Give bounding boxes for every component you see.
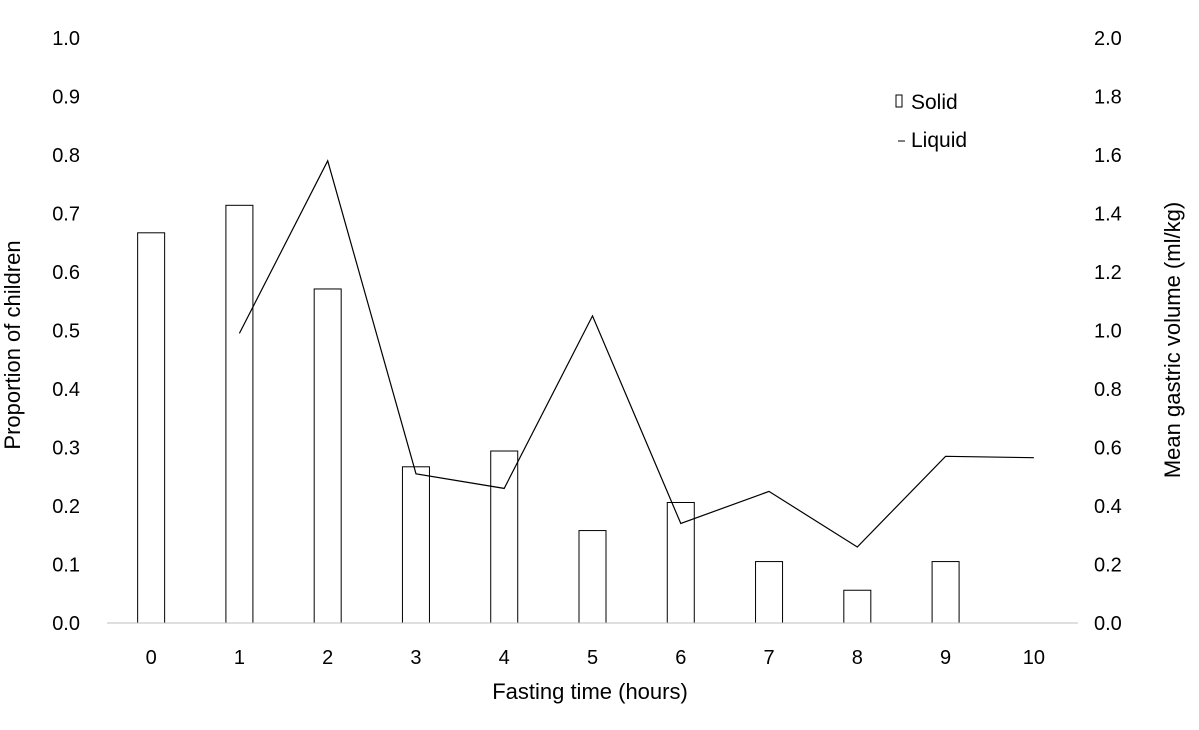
y-tick-label: 1.0 <box>52 28 80 50</box>
legend-label-liquid: Liquid <box>911 129 967 152</box>
y-tick-label: 0.7 <box>52 204 80 226</box>
y2-tick-label: 1.4 <box>1094 204 1122 226</box>
y2-tick-label: 0.4 <box>1094 496 1122 518</box>
y2-axis-ticks: 0.0 0.2 0.4 0.6 0.8 1.0 1.2 1.4 1.6 1.8 2.0 <box>1094 28 1122 635</box>
bar-series-solid <box>137 204 960 624</box>
line-series-liquid <box>238 159 1034 548</box>
x-tick-label: 2 <box>322 647 333 669</box>
x-tick-label: 10 <box>1023 647 1045 669</box>
y2-tick-label: 1.8 <box>1094 87 1122 109</box>
bar-solid-1 <box>225 204 254 624</box>
line-liquid <box>238 159 1034 548</box>
y2-tick-label: 0.0 <box>1094 613 1122 635</box>
y-tick-label: 0.0 <box>52 613 80 635</box>
x-tick-label: 7 <box>763 647 774 669</box>
y-tick-label: 0.3 <box>52 438 80 460</box>
y-tick-label: 0.1 <box>52 555 80 577</box>
bar-solid-0 <box>137 232 166 624</box>
bar-solid-9 <box>931 561 960 624</box>
y-tick-label: 0.5 <box>52 321 80 343</box>
legend-swatch-solid <box>895 94 903 108</box>
y2-tick-label: 1.2 <box>1094 262 1122 284</box>
bar-solid-4 <box>490 450 519 624</box>
x-tick-label: 3 <box>410 647 421 669</box>
y2-axis-title: Mean gastric volume (ml/kg) <box>1160 202 1185 478</box>
y2-tick-label: 0.2 <box>1094 555 1122 577</box>
x-axis-title: Fasting time (hours) <box>492 679 688 704</box>
x-tick-label: 5 <box>587 647 598 669</box>
bar-solid-2 <box>313 288 342 624</box>
bar-solid-8 <box>843 589 872 624</box>
bar-solid-3 <box>401 466 430 624</box>
legend: Solid Liquid <box>895 91 967 152</box>
y-tick-label: 0.2 <box>52 496 80 518</box>
y2-tick-label: 2.0 <box>1094 28 1122 50</box>
x-tick-label: 0 <box>146 647 157 669</box>
x-tick-label: 1 <box>234 647 245 669</box>
y-axis-ticks: 0.0 0.1 0.2 0.3 0.4 0.5 0.6 0.7 0.8 0.9 1.0 <box>52 28 80 635</box>
x-tick-label: 4 <box>499 647 510 669</box>
y-tick-label: 0.8 <box>52 145 80 167</box>
legend-label-solid: Solid <box>911 91 958 114</box>
y-tick-label: 0.4 <box>52 379 80 401</box>
x-tick-label: 9 <box>940 647 951 669</box>
y-tick-label: 0.6 <box>52 262 80 284</box>
x-tick-label: 6 <box>675 647 686 669</box>
y2-tick-label: 0.6 <box>1094 438 1122 460</box>
y2-tick-label: 1.6 <box>1094 145 1122 167</box>
bar-solid-7 <box>755 561 784 624</box>
y2-tick-label: 0.8 <box>1094 379 1122 401</box>
y-tick-label: 0.9 <box>52 87 80 109</box>
y-axis-title: Proportion of children <box>0 240 25 449</box>
y2-tick-label: 1.0 <box>1094 321 1122 343</box>
x-tick-label: 8 <box>852 647 863 669</box>
bar-solid-5 <box>578 530 607 624</box>
x-axis-ticks: 0 1 2 3 4 5 6 7 8 9 10 <box>146 647 1045 669</box>
